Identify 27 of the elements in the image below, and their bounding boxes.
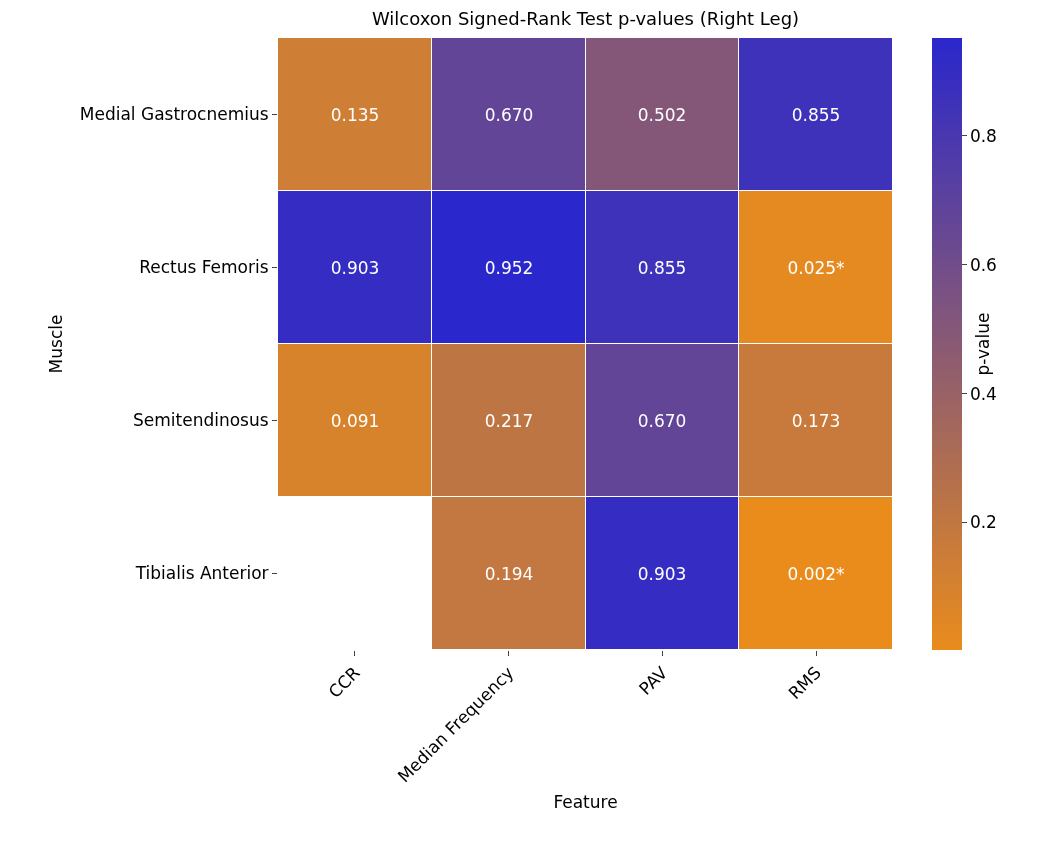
y-tick-label: Tibialis Anterior bbox=[134, 563, 269, 584]
data-label: 0.502 bbox=[637, 104, 687, 125]
data-label: 0.903 bbox=[330, 257, 380, 278]
data-label: 0.194 bbox=[484, 563, 534, 584]
x-axis-title: Feature bbox=[553, 791, 618, 812]
data-label: 0.670 bbox=[637, 410, 687, 431]
y-tick-label: Medial Gastrocnemius bbox=[79, 104, 269, 125]
data-label: 0.135 bbox=[330, 104, 380, 125]
data-label: 0.173 bbox=[791, 410, 841, 431]
data-label: 0.025* bbox=[787, 257, 845, 278]
color-bar-label: 0.8 bbox=[969, 125, 997, 146]
color-bar-label: 0.2 bbox=[969, 512, 997, 533]
y-tick-label: Rectus Femoris bbox=[139, 257, 269, 278]
color-bar-label: 0.4 bbox=[969, 383, 997, 404]
data-label: 0.217 bbox=[484, 410, 534, 431]
data-label: 0.952 bbox=[484, 257, 534, 278]
chart-title: Wilcoxon Signed-Rank Test p-values (Right Leg) bbox=[371, 8, 800, 30]
data-label: 0.670 bbox=[484, 104, 534, 125]
color-bar-label: 0.6 bbox=[969, 254, 997, 275]
y-tick-label: Semitendinosus bbox=[132, 410, 269, 431]
data-label: 0.002* bbox=[787, 563, 845, 584]
data-label: 0.855 bbox=[791, 104, 841, 125]
y-axis-title: Muscle bbox=[46, 314, 67, 374]
data-label: 0.855 bbox=[637, 257, 687, 278]
color-bar-title: p-value bbox=[972, 312, 993, 376]
data-label: 0.091 bbox=[330, 410, 380, 431]
data-label: 0.903 bbox=[637, 563, 687, 584]
